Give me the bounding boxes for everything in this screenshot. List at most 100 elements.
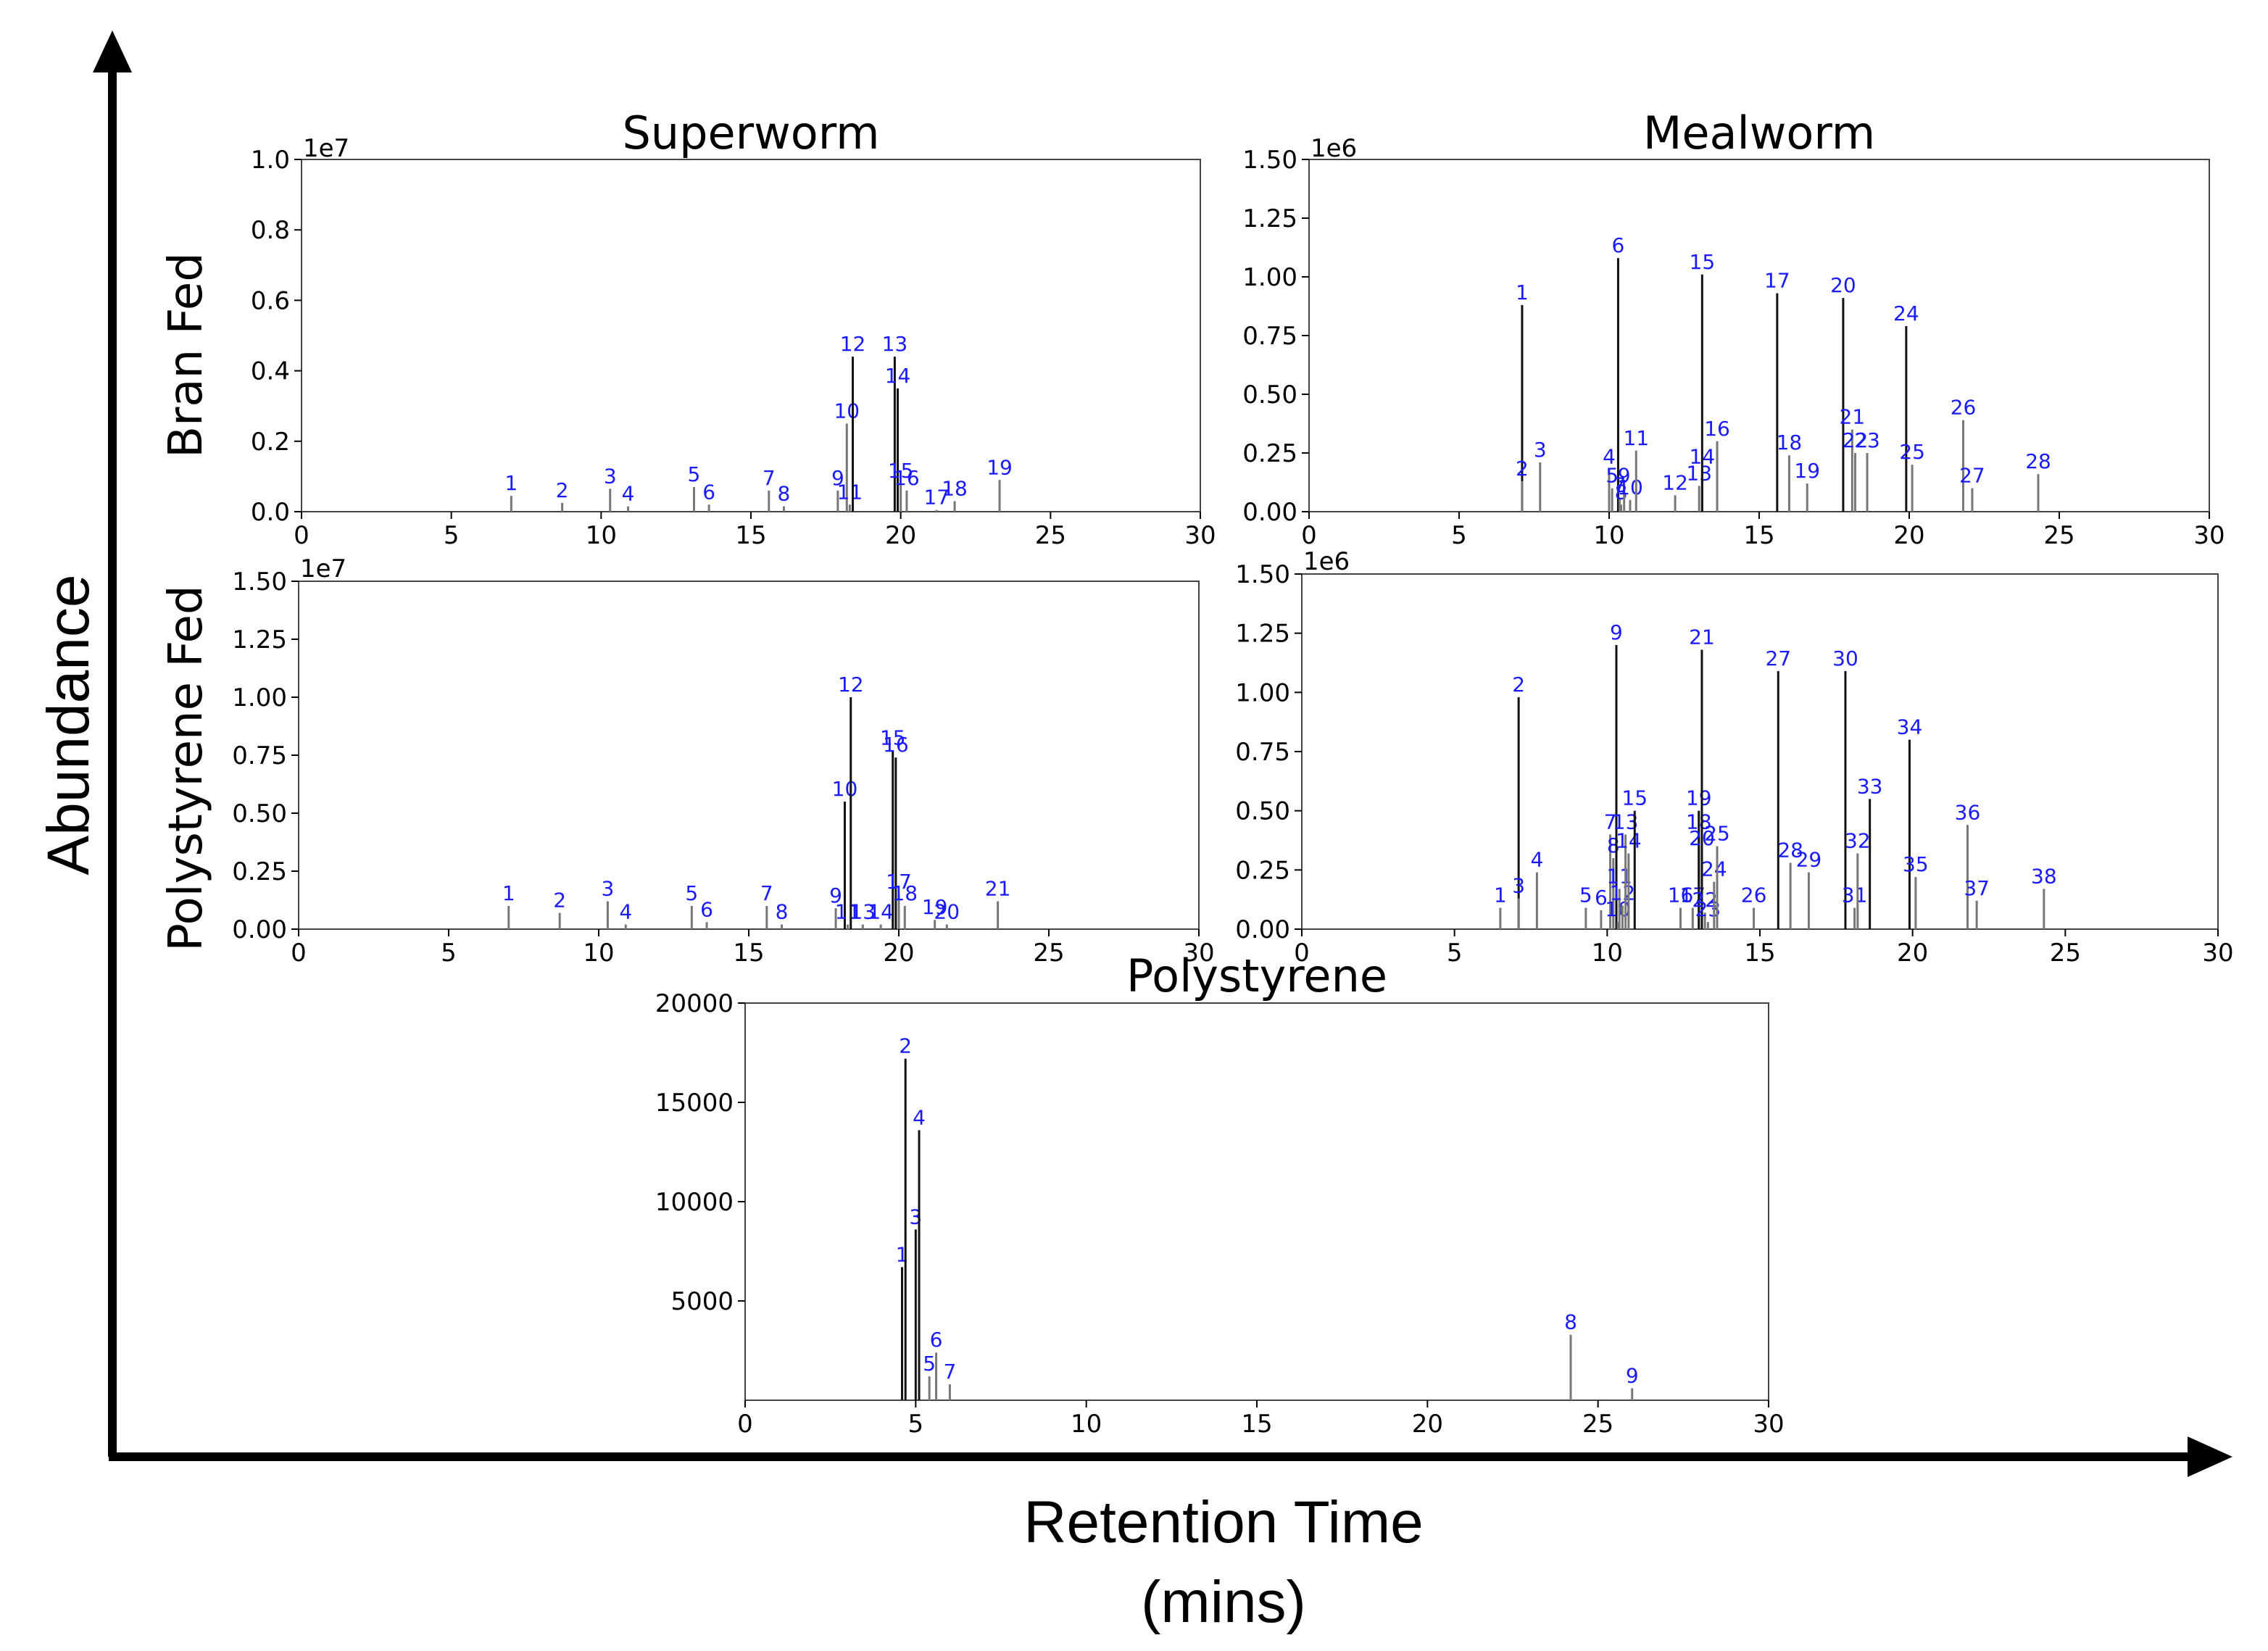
peak-label-23: 23 [1854, 428, 1880, 452]
peak-label-11: 11 [1623, 426, 1649, 450]
x-tick-label: 10 [1593, 521, 1624, 550]
x-tick-label: 30 [1183, 939, 1214, 968]
peak-label-9: 9 [829, 883, 842, 907]
x-tick-label: 15 [1744, 939, 1775, 968]
peak-label-11: 11 [837, 480, 863, 504]
x-tick-label: 20 [1897, 939, 1928, 968]
y-tick-label: 0.25 [1235, 856, 1290, 885]
y-tick-label: 20000 [655, 989, 734, 1018]
y-tick-label: 0.25 [232, 857, 287, 886]
peak-label-19: 19 [922, 895, 948, 919]
peak-label-25: 25 [1899, 440, 1925, 464]
retention-time-axis-arrow [109, 1436, 2232, 1477]
y-tick-label: 10000 [655, 1188, 734, 1217]
peak-label-17: 17 [1764, 269, 1790, 293]
y-tick-label: 0.75 [232, 741, 287, 770]
peak-label-16: 16 [1668, 883, 1694, 907]
peak-label-5: 5 [1606, 464, 1619, 488]
x-tick-label: 15 [735, 521, 766, 550]
peak-label-32: 32 [1845, 828, 1871, 852]
peak-label-13: 13 [1686, 461, 1712, 485]
peak-label-7: 7 [1604, 810, 1617, 833]
axis-exponent: 1e6 [1310, 134, 1357, 163]
plot-frame [298, 581, 1200, 930]
y-tick-label: 1.50 [1235, 560, 1290, 589]
peak-label-4: 4 [913, 1105, 926, 1129]
y-tick-label: 1.50 [1242, 146, 1297, 175]
peak-label-15: 15 [1621, 786, 1648, 810]
x-tick-label: 5 [441, 939, 457, 968]
peak-label-2: 2 [1516, 457, 1529, 481]
peak-label-1: 1 [504, 471, 518, 495]
peak-label-4: 4 [1531, 848, 1544, 872]
y-tick-label: 0.75 [1242, 322, 1297, 351]
plot-frame [301, 159, 1201, 512]
peak-label-14: 14 [885, 364, 911, 388]
x-tick-label: 0 [737, 1410, 753, 1439]
y-tick-label: 1.50 [232, 567, 287, 596]
y-tick-label: 1.25 [232, 625, 287, 654]
peak-label-7: 7 [763, 466, 776, 490]
peak-label-22: 22 [1843, 428, 1869, 452]
peak-label-8: 8 [776, 900, 789, 924]
peak-label-13: 13 [882, 332, 908, 356]
peak-label-18: 18 [1777, 431, 1803, 454]
x-tick-label: 5 [1447, 939, 1463, 968]
peak-label-3: 3 [1534, 438, 1547, 462]
abundance-axis-arrow [93, 30, 132, 1457]
x-axis-title-line2: (mins) [1141, 1569, 1306, 1635]
peak-label-1: 1 [502, 881, 515, 905]
peak-label-11: 11 [835, 900, 861, 924]
peak-label-24: 24 [1893, 301, 1919, 325]
y-tick-label: 1.00 [232, 683, 287, 712]
peak-label-16: 16 [894, 466, 920, 490]
peak-label-7: 7 [943, 1360, 956, 1384]
peak-label-24: 24 [1701, 857, 1727, 881]
x-tick-label: 0 [1294, 939, 1310, 968]
x-tick-label: 15 [1241, 1410, 1272, 1439]
peak-label-3: 3 [602, 877, 615, 901]
peak-label-38: 38 [2031, 864, 2057, 888]
peak-label-28: 28 [1777, 839, 1803, 862]
y-tick-label: 1.00 [1235, 678, 1290, 707]
peak-label-5: 5 [923, 1352, 936, 1376]
peak-label-4: 4 [1603, 445, 1616, 469]
peak-label-6: 6 [700, 897, 713, 921]
peak-label-21: 21 [985, 877, 1011, 901]
x-tick-label: 15 [733, 939, 764, 968]
x-tick-label: 30 [2202, 939, 2233, 968]
peak-label-19: 19 [1794, 459, 1820, 483]
peak-label-2: 2 [556, 478, 569, 502]
peak-label-31: 31 [1842, 883, 1868, 907]
plot-frame [1301, 573, 2219, 930]
peak-label-5: 5 [688, 462, 701, 486]
y-axis-title: Abundance [36, 575, 101, 876]
x-tick-label: 20 [1893, 521, 1924, 550]
peak-label-28: 28 [2025, 449, 2051, 473]
peak-label-2: 2 [553, 889, 566, 912]
peak-label-15: 15 [888, 459, 914, 483]
axis-exponent: 1e6 [1303, 547, 1350, 576]
peak-label-1: 1 [1494, 883, 1507, 907]
x-axis-title-line1: Retention Time [1023, 1489, 1424, 1555]
peak-label-18: 18 [892, 881, 918, 905]
x-tick-label: 30 [1184, 521, 1216, 550]
y-tick-label: 0.2 [251, 428, 290, 457]
plot-frame [1308, 159, 2210, 512]
x-tick-label: 30 [1753, 1410, 1784, 1439]
peak-label-9: 9 [1610, 620, 1623, 644]
peak-label-6: 6 [1595, 886, 1608, 910]
peak-label-2: 2 [899, 1034, 912, 1058]
peak-label-12: 12 [1610, 881, 1636, 904]
peak-label-3: 3 [909, 1205, 922, 1228]
peak-label-10: 10 [1617, 475, 1643, 499]
peak-label-10: 10 [834, 399, 860, 423]
peak-label-7: 7 [760, 881, 773, 905]
peak-label-1: 1 [896, 1242, 909, 1266]
peak-label-12: 12 [1662, 470, 1688, 494]
peak-label-14: 14 [1616, 828, 1642, 852]
